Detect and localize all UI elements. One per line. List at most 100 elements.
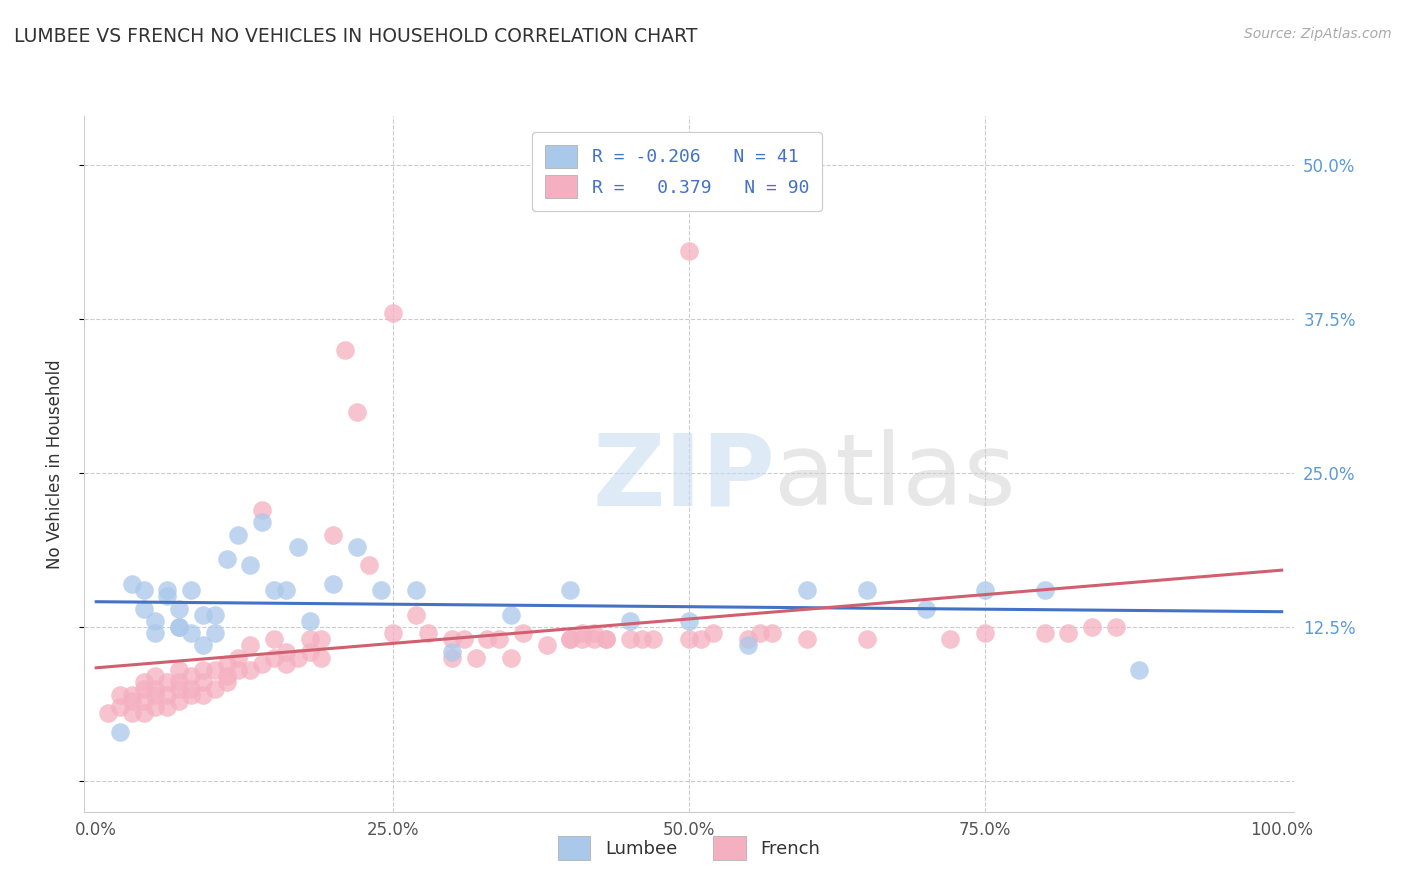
Point: [405, 607, 427, 622]
Point: [167, 675, 190, 690]
Text: LUMBEE VS FRENCH NO VEHICLES IN HOUSEHOLD CORRELATION CHART: LUMBEE VS FRENCH NO VEHICLES IN HOUSEHOL…: [14, 27, 697, 45]
Point: [571, 632, 593, 647]
Point: [108, 724, 131, 739]
Point: [239, 639, 262, 653]
Point: [346, 404, 368, 418]
Point: [464, 650, 486, 665]
Point: [145, 626, 167, 640]
Point: [239, 558, 262, 573]
Point: [156, 675, 179, 690]
Point: [322, 577, 344, 591]
Point: [453, 632, 475, 647]
Point: [167, 620, 190, 634]
Point: [228, 527, 250, 541]
Point: [796, 632, 818, 647]
Point: [501, 650, 523, 665]
Point: [191, 639, 214, 653]
Point: [501, 607, 523, 622]
Point: [191, 675, 214, 690]
Point: [915, 601, 938, 615]
Point: [440, 632, 463, 647]
Point: [191, 663, 214, 677]
Point: [167, 694, 190, 708]
Point: [204, 681, 226, 696]
Point: [796, 583, 818, 598]
Point: [204, 626, 226, 640]
Point: [274, 583, 297, 598]
Point: [180, 626, 202, 640]
Point: [132, 694, 155, 708]
Point: [333, 343, 356, 357]
Point: [204, 663, 226, 677]
Point: [250, 516, 273, 530]
Point: [512, 626, 534, 640]
Legend: R = -0.206   N = 41, R =   0.379   N = 90: R = -0.206 N = 41, R = 0.379 N = 90: [531, 132, 821, 211]
Point: [167, 601, 190, 615]
Point: [191, 607, 214, 622]
Point: [381, 626, 404, 640]
Point: [145, 681, 167, 696]
Point: [274, 657, 297, 671]
Text: atlas: atlas: [773, 429, 1015, 526]
Point: [121, 577, 143, 591]
Point: [974, 583, 997, 598]
Point: [298, 632, 321, 647]
Point: [167, 663, 190, 677]
Point: [678, 632, 700, 647]
Point: [121, 694, 143, 708]
Point: [440, 650, 463, 665]
Point: [108, 688, 131, 702]
Point: [702, 626, 724, 640]
Point: [630, 632, 652, 647]
Point: [678, 614, 700, 628]
Point: [938, 632, 960, 647]
Point: [191, 688, 214, 702]
Point: [145, 669, 167, 683]
Point: [263, 583, 285, 598]
Point: [180, 583, 202, 598]
Point: [357, 558, 380, 573]
Point: [180, 688, 202, 702]
Point: [583, 632, 606, 647]
Point: [298, 614, 321, 628]
Point: [204, 607, 226, 622]
Point: [263, 632, 285, 647]
Point: [298, 645, 321, 659]
Point: [121, 706, 143, 721]
Point: [108, 700, 131, 714]
Point: [571, 626, 593, 640]
Point: [1081, 620, 1104, 634]
Point: [250, 657, 273, 671]
Point: [370, 583, 392, 598]
Point: [132, 601, 155, 615]
Point: [1128, 663, 1150, 677]
Point: [215, 552, 238, 566]
Point: [595, 632, 617, 647]
Point: [239, 663, 262, 677]
Point: [1033, 626, 1056, 640]
Point: [156, 700, 179, 714]
Point: [215, 657, 238, 671]
Point: [180, 681, 202, 696]
Point: [250, 503, 273, 517]
Point: [145, 700, 167, 714]
Point: [215, 669, 238, 683]
Point: [145, 688, 167, 702]
Point: [619, 614, 641, 628]
Point: [440, 645, 463, 659]
Point: [132, 675, 155, 690]
Point: [418, 626, 440, 640]
Point: [132, 583, 155, 598]
Y-axis label: No Vehicles in Household: No Vehicles in Household: [45, 359, 63, 569]
Point: [855, 632, 877, 647]
Point: [583, 626, 606, 640]
Point: [1033, 583, 1056, 598]
Point: [346, 540, 368, 554]
Point: [619, 632, 641, 647]
Point: [678, 244, 700, 259]
Point: [405, 583, 427, 598]
Point: [167, 681, 190, 696]
Point: [287, 650, 309, 665]
Point: [156, 688, 179, 702]
Point: [145, 614, 167, 628]
